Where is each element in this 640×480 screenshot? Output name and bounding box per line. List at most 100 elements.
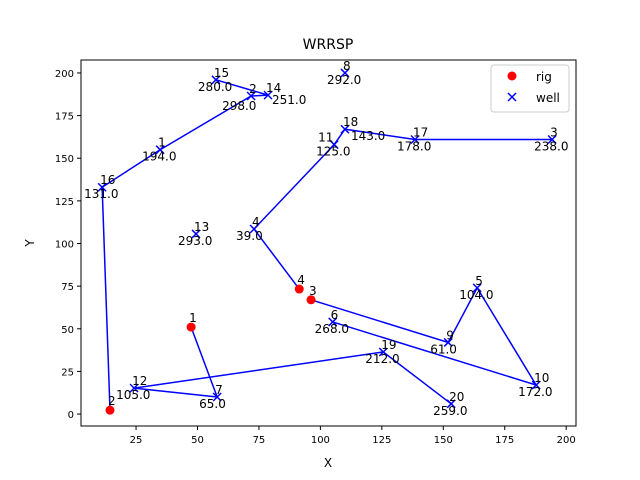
well-value-label-5: 104.0 — [459, 288, 493, 302]
well-marker-3 — [547, 134, 557, 145]
x-tick-label: 125 — [372, 435, 391, 446]
y-tick-label: 0 — [68, 410, 74, 421]
y-tick-label: 200 — [55, 69, 74, 80]
well-id-label-10: 10 — [534, 371, 549, 385]
rig-label-2: 2 — [108, 394, 116, 408]
well-id-label-11: 11 — [318, 131, 333, 145]
well-marker-8 — [340, 68, 350, 78]
well-id-label-19: 19 — [381, 338, 396, 352]
well-id-label-8: 8 — [343, 59, 351, 73]
axes-frame — [80, 59, 577, 427]
well-marker-15 — [211, 75, 221, 85]
well-id-label-9: 9 — [446, 328, 454, 342]
well-value-label-7: 65.0 — [199, 397, 226, 411]
route-line-rig-1 — [133, 326, 452, 405]
well-marker-12 — [129, 383, 139, 393]
well-value-label-16: 131.0 — [84, 187, 118, 201]
well-id-label-12: 12 — [132, 374, 147, 388]
well-marker-16 — [97, 182, 107, 192]
well-id-label-7: 7 — [215, 383, 223, 397]
well-id-label-6: 6 — [331, 308, 339, 322]
well-value-label-3: 238.0 — [534, 139, 568, 153]
well-id-label-14: 14 — [266, 81, 281, 95]
plot-area: 12341194.02298.03238.0439.05104.06268.07… — [84, 59, 568, 418]
x-tick-label: 25 — [130, 435, 143, 446]
well-value-label-6: 268.0 — [315, 322, 349, 336]
route-line-rig-2 — [101, 79, 269, 411]
route-line-rig-4 — [253, 128, 553, 290]
rig-label-4: 4 — [297, 273, 305, 287]
chart-title: WRRSP — [303, 37, 354, 53]
well-value-label-19: 212.0 — [365, 352, 399, 366]
rig-marker-2 — [105, 405, 115, 415]
well-marker-6 — [328, 317, 338, 327]
rig-marker-4 — [294, 284, 304, 294]
well-marker-11 — [329, 140, 339, 150]
well-value-label-20: 259.0 — [433, 404, 467, 418]
y-tick-label: 175 — [55, 112, 74, 123]
x-tick-label: 50 — [191, 435, 204, 446]
well-id-label-13: 13 — [194, 220, 209, 234]
rig-label-1: 1 — [189, 311, 197, 325]
well-value-label-4: 39.0 — [236, 229, 263, 243]
legend-rig-marker — [507, 71, 517, 81]
well-marker-13 — [191, 229, 201, 239]
well-id-label-20: 20 — [449, 390, 464, 404]
well-value-label-12: 105.0 — [116, 388, 150, 402]
well-value-label-11: 125.0 — [316, 145, 350, 159]
well-value-label-10: 172.0 — [518, 385, 552, 399]
route-line-rig-3 — [310, 286, 538, 387]
well-value-label-17: 178.0 — [397, 139, 431, 153]
y-tick-label: 150 — [55, 154, 74, 165]
x-tick-label: 75 — [253, 435, 266, 446]
well-id-label-18: 18 — [343, 115, 358, 129]
y-tick-label: 25 — [61, 367, 74, 378]
legend: rig well — [490, 64, 570, 113]
well-marker-10 — [531, 380, 541, 390]
well-id-label-3: 3 — [550, 125, 558, 139]
well-marker-1 — [155, 145, 165, 155]
well-id-label-5: 5 — [475, 274, 483, 288]
y-tick-label: 125 — [55, 197, 74, 208]
rig-label-3: 3 — [309, 284, 317, 298]
well-id-label-16: 16 — [100, 173, 115, 187]
well-marker-9 — [443, 337, 453, 347]
y-tick-label: 100 — [55, 240, 74, 251]
x-tick-label: 200 — [557, 435, 576, 446]
well-value-label-9: 61.0 — [430, 342, 457, 356]
well-value-label-18: 143.0 — [351, 129, 385, 143]
well-marker-7 — [212, 392, 222, 402]
rig-marker-3 — [306, 295, 316, 305]
well-value-label-1: 194.0 — [142, 150, 176, 164]
well-marker-20 — [446, 399, 456, 409]
well-marker-18 — [340, 124, 350, 134]
well-marker-14 — [263, 90, 273, 100]
y-tick-label: 50 — [61, 325, 74, 336]
legend-rig-label: rig — [536, 70, 552, 84]
well-id-label-1: 1 — [158, 136, 166, 150]
ticks: 25 50 75 100 125 150 175 2000255075100125150175… — [55, 69, 576, 446]
well-marker-5 — [472, 283, 482, 293]
x-axis-label: X — [324, 456, 332, 470]
well-marker-19 — [378, 347, 388, 357]
legend-well-marker — [507, 92, 517, 102]
well-id-label-4: 4 — [252, 215, 260, 229]
well-marker-17 — [410, 134, 420, 145]
y-axis-label: Y — [23, 239, 37, 248]
well-id-label-2: 2 — [249, 82, 257, 96]
x-tick-label: 100 — [311, 435, 330, 446]
well-value-label-8: 292.0 — [327, 73, 361, 87]
well-id-label-15: 15 — [214, 66, 229, 80]
well-marker-2 — [246, 91, 256, 101]
well-marker-4 — [249, 224, 259, 234]
y-tick-label: 75 — [61, 282, 74, 293]
x-tick-label: 150 — [434, 435, 453, 446]
well-value-label-14: 251.0 — [272, 93, 306, 107]
well-id-label-17: 17 — [413, 125, 428, 139]
legend-well-label: well — [536, 91, 560, 105]
well-value-label-15: 280.0 — [198, 80, 232, 94]
rig-marker-1 — [186, 322, 196, 332]
well-value-label-2: 298.0 — [222, 99, 256, 113]
x-tick-label: 175 — [495, 435, 514, 446]
